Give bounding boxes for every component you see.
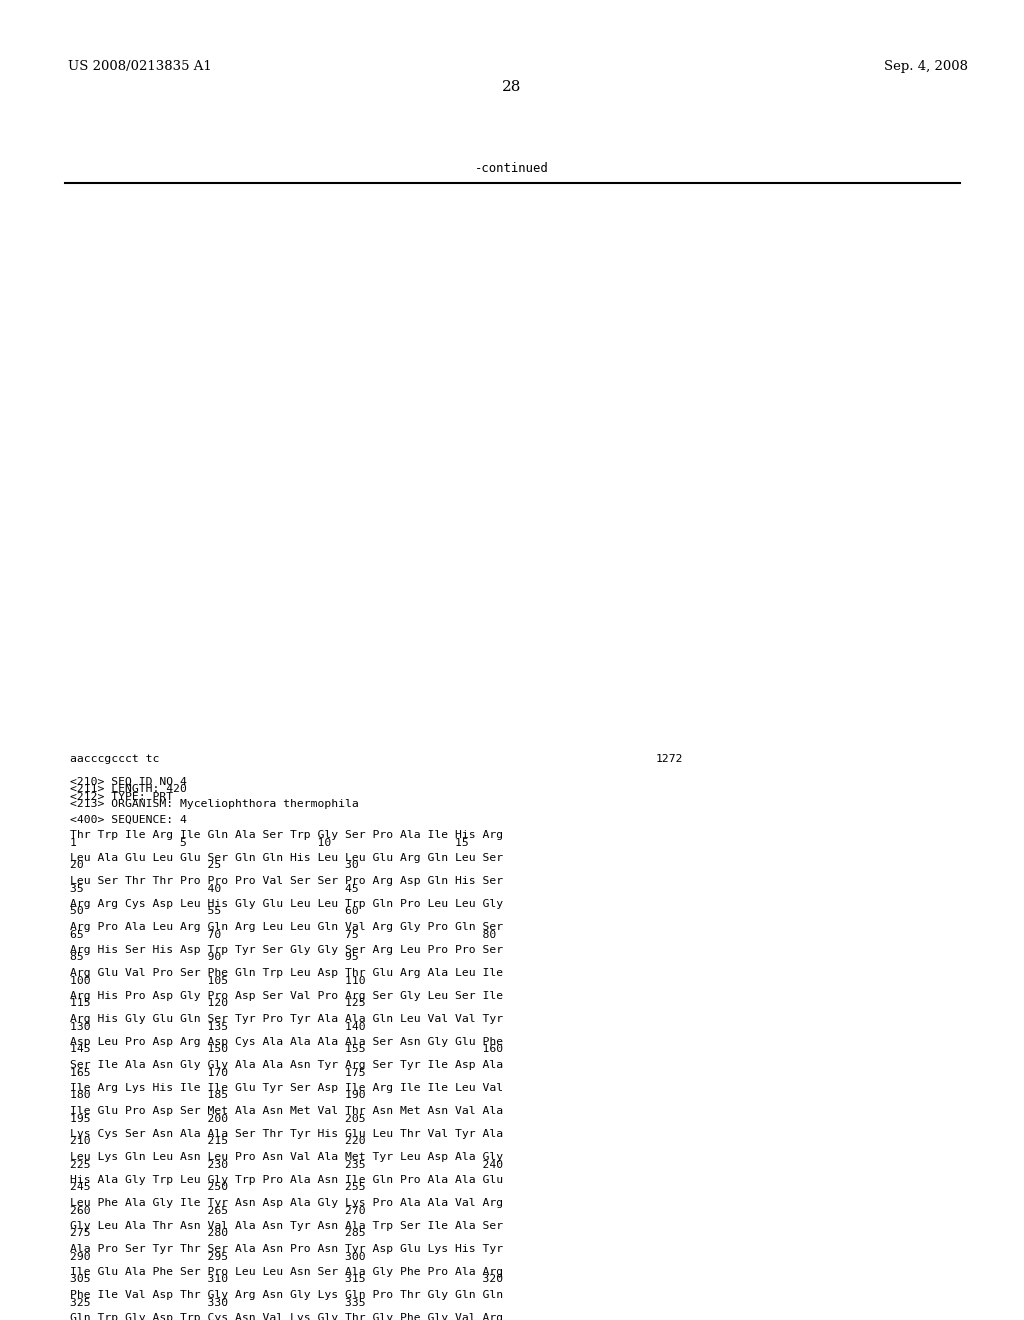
Text: 1               5                   10                  15: 1 5 10 15 — [70, 837, 468, 847]
Text: Ala Pro Ser Tyr Thr Ser Ala Asn Pro Asn Tyr Asp Glu Lys His Tyr: Ala Pro Ser Tyr Thr Ser Ala Asn Pro Asn … — [70, 1243, 503, 1254]
Text: 325                 330                 335: 325 330 335 — [70, 1298, 366, 1308]
Text: 35                  40                  45: 35 40 45 — [70, 883, 358, 894]
Text: aacccgccct tc: aacccgccct tc — [70, 754, 159, 763]
Text: Arg Pro Ala Leu Arg Gln Arg Leu Leu Gln Val Arg Gly Pro Gln Ser: Arg Pro Ala Leu Arg Gln Arg Leu Leu Gln … — [70, 921, 503, 932]
Text: 290                 295                 300: 290 295 300 — [70, 1251, 366, 1262]
Text: 85                  90                  95: 85 90 95 — [70, 953, 358, 962]
Text: 195                 200                 205: 195 200 205 — [70, 1114, 366, 1123]
Text: Leu Ala Glu Leu Glu Ser Gln Gln His Leu Leu Glu Arg Gln Leu Ser: Leu Ala Glu Leu Glu Ser Gln Gln His Leu … — [70, 853, 503, 863]
Text: Asp Leu Pro Asp Arg Asp Cys Ala Ala Ala Ala Ser Asn Gly Glu Phe: Asp Leu Pro Asp Arg Asp Cys Ala Ala Ala … — [70, 1038, 503, 1047]
Text: 305                 310                 315                 320: 305 310 315 320 — [70, 1275, 503, 1284]
Text: 245                 250                 255: 245 250 255 — [70, 1183, 366, 1192]
Text: Ser Ile Ala Asn Gly Gly Ala Ala Asn Tyr Arg Ser Tyr Ile Asp Ala: Ser Ile Ala Asn Gly Gly Ala Ala Asn Tyr … — [70, 1060, 503, 1071]
Text: Arg Arg Cys Asp Leu His Gly Glu Leu Leu Trp Gln Pro Leu Leu Gly: Arg Arg Cys Asp Leu His Gly Glu Leu Leu … — [70, 899, 503, 909]
Text: Ile Arg Lys His Ile Ile Glu Tyr Ser Asp Ile Arg Ile Ile Leu Val: Ile Arg Lys His Ile Ile Glu Tyr Ser Asp … — [70, 1082, 503, 1093]
Text: Arg His Ser His Asp Trp Tyr Ser Gly Gly Ser Arg Leu Pro Pro Ser: Arg His Ser His Asp Trp Tyr Ser Gly Gly … — [70, 945, 503, 954]
Text: His Ala Gly Trp Leu Gly Trp Pro Ala Asn Ile Gln Pro Ala Ala Glu: His Ala Gly Trp Leu Gly Trp Pro Ala Asn … — [70, 1175, 503, 1185]
Text: 20                  25                  30: 20 25 30 — [70, 861, 358, 870]
Text: US 2008/0213835 A1: US 2008/0213835 A1 — [68, 59, 212, 73]
Text: 50                  55                  60: 50 55 60 — [70, 907, 358, 916]
Text: <211> LENGTH: 420: <211> LENGTH: 420 — [70, 784, 186, 795]
Text: <213> ORGANISM: Myceliophthora thermophila: <213> ORGANISM: Myceliophthora thermophi… — [70, 799, 358, 809]
Text: 275                 280                 285: 275 280 285 — [70, 1229, 366, 1238]
Text: 225                 230                 235                 240: 225 230 235 240 — [70, 1159, 503, 1170]
Text: Leu Lys Gln Leu Asn Leu Pro Asn Val Ala Met Tyr Leu Asp Ala Gly: Leu Lys Gln Leu Asn Leu Pro Asn Val Ala … — [70, 1152, 503, 1162]
Text: 115                 120                 125: 115 120 125 — [70, 998, 366, 1008]
Text: Sep. 4, 2008: Sep. 4, 2008 — [884, 59, 968, 73]
Text: 180                 185                 190: 180 185 190 — [70, 1090, 366, 1101]
Text: Leu Phe Ala Gly Ile Tyr Asn Asp Ala Gly Lys Pro Ala Ala Val Arg: Leu Phe Ala Gly Ile Tyr Asn Asp Ala Gly … — [70, 1199, 503, 1208]
Text: -continued: -continued — [475, 162, 549, 176]
Text: 1272: 1272 — [655, 754, 683, 763]
Text: 145                 150                 155                 160: 145 150 155 160 — [70, 1044, 503, 1055]
Text: <212> TYPE: PRT: <212> TYPE: PRT — [70, 792, 173, 801]
Text: Phe Ile Val Asp Thr Gly Arg Asn Gly Lys Gln Pro Thr Gly Gln Gln: Phe Ile Val Asp Thr Gly Arg Asn Gly Lys … — [70, 1290, 503, 1300]
Text: Gly Leu Ala Thr Asn Val Ala Asn Tyr Asn Ala Trp Ser Ile Ala Ser: Gly Leu Ala Thr Asn Val Ala Asn Tyr Asn … — [70, 1221, 503, 1232]
Text: 260                 265                 270: 260 265 270 — [70, 1205, 366, 1216]
Text: 100                 105                 110: 100 105 110 — [70, 975, 366, 986]
Text: Ile Glu Pro Asp Ser Met Ala Asn Met Val Thr Asn Met Asn Val Ala: Ile Glu Pro Asp Ser Met Ala Asn Met Val … — [70, 1106, 503, 1115]
Text: <210> SEQ ID NO 4: <210> SEQ ID NO 4 — [70, 776, 186, 787]
Text: Lys Cys Ser Asn Ala Ala Ser Thr Tyr His Glu Leu Thr Val Tyr Ala: Lys Cys Ser Asn Ala Ala Ser Thr Tyr His … — [70, 1129, 503, 1139]
Text: 28: 28 — [503, 81, 521, 94]
Text: Gln Trp Gly Asp Trp Cys Asn Val Lys Gly Thr Gly Phe Gly Val Arg: Gln Trp Gly Asp Trp Cys Asn Val Lys Gly … — [70, 1313, 503, 1320]
Text: Arg His Gly Glu Gln Ser Tyr Pro Tyr Ala Ala Gln Leu Val Val Tyr: Arg His Gly Glu Gln Ser Tyr Pro Tyr Ala … — [70, 1014, 503, 1024]
Text: <400> SEQUENCE: 4: <400> SEQUENCE: 4 — [70, 814, 186, 825]
Text: Thr Trp Ile Arg Ile Gln Ala Ser Trp Gly Ser Pro Ala Ile His Arg: Thr Trp Ile Arg Ile Gln Ala Ser Trp Gly … — [70, 830, 503, 840]
Text: Arg His Pro Asp Gly Pro Asp Ser Val Pro Arg Ser Gly Leu Ser Ile: Arg His Pro Asp Gly Pro Asp Ser Val Pro … — [70, 991, 503, 1001]
Text: 130                 135                 140: 130 135 140 — [70, 1022, 366, 1031]
Text: 65                  70                  75                  80: 65 70 75 80 — [70, 929, 496, 940]
Text: Ile Glu Ala Phe Ser Pro Leu Leu Asn Ser Ala Gly Phe Pro Ala Arg: Ile Glu Ala Phe Ser Pro Leu Leu Asn Ser … — [70, 1267, 503, 1276]
Text: 210                 215                 220: 210 215 220 — [70, 1137, 366, 1147]
Text: Arg Glu Val Pro Ser Phe Gln Trp Leu Asp Thr Glu Arg Ala Leu Ile: Arg Glu Val Pro Ser Phe Gln Trp Leu Asp … — [70, 968, 503, 978]
Text: Leu Ser Thr Thr Pro Pro Pro Val Ser Ser Pro Arg Asp Gln His Ser: Leu Ser Thr Thr Pro Pro Pro Val Ser Ser … — [70, 876, 503, 886]
Text: 165                 170                 175: 165 170 175 — [70, 1068, 366, 1077]
